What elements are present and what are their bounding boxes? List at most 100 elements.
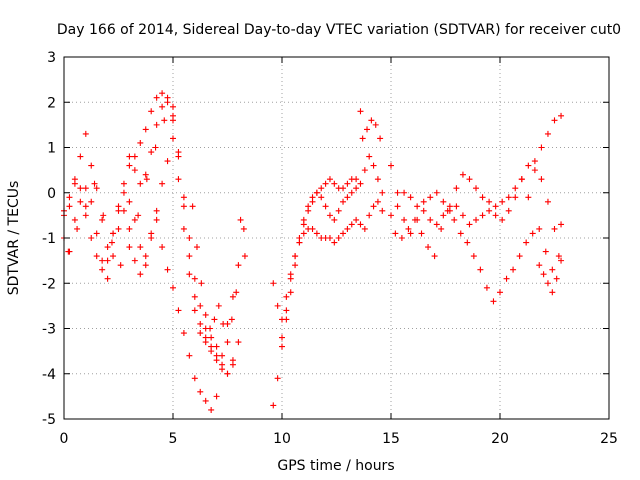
data-point-track-e-1	[274, 375, 281, 382]
data-point-track-h-23	[538, 144, 545, 151]
data-point-track-i-7	[433, 221, 440, 228]
data-point-track-c-19	[164, 266, 171, 273]
data-point-track-m-1	[193, 244, 200, 251]
data-point-track-f-23	[370, 162, 377, 169]
data-point-track-e-13	[326, 176, 333, 183]
data-point-track-e-22	[364, 126, 371, 133]
data-point-track-a-5	[88, 162, 95, 169]
data-point-track-i-18	[505, 207, 512, 214]
data-point-track-e-25	[377, 135, 384, 142]
data-point-track-g-7	[309, 225, 316, 232]
data-point-track-l-1	[74, 225, 81, 232]
data-point-track-j-15	[490, 298, 497, 305]
data-point-track-k-2	[544, 280, 551, 287]
data-point-track-c-24	[191, 375, 198, 382]
data-point-track-g-23	[379, 207, 386, 214]
data-point-track-c-3	[77, 185, 84, 192]
data-point-track-h-8	[440, 198, 447, 205]
data-point-track-e-14	[331, 180, 338, 187]
data-point-track-m-8	[224, 339, 231, 346]
data-point-track-a-11	[120, 180, 127, 187]
data-point-track-h-16	[492, 203, 499, 210]
data-point-track-k-4	[553, 275, 560, 282]
data-point-track-h-2	[401, 189, 408, 196]
data-point-track-h-5	[420, 198, 427, 205]
data-point-track-i-20	[518, 176, 525, 183]
data-point-track-d-12	[191, 275, 198, 282]
data-point-track-h-17	[499, 198, 506, 205]
data-point-track-g-22	[374, 198, 381, 205]
data-point-track-f-21	[361, 167, 368, 174]
data-point-track-e-16	[340, 185, 347, 192]
data-point-track-j-23	[542, 248, 549, 255]
data-point-track-h-19	[512, 185, 519, 192]
data-point-track-g-13	[335, 235, 342, 241]
data-point-track-b-26	[202, 339, 209, 346]
data-point-track-b-20	[170, 135, 176, 142]
data-point-track-h-10	[453, 185, 460, 192]
data-point-track-e-19	[353, 176, 360, 183]
data-point-track-b-32	[235, 262, 242, 269]
data-point-track-c-16	[148, 230, 155, 237]
data-point-track-j-24	[549, 266, 556, 273]
data-point-track-b-3	[77, 198, 84, 205]
data-point-track-b-23	[186, 271, 193, 278]
y-tick-label: -5	[42, 412, 56, 428]
data-point-track-d-16	[213, 343, 220, 350]
data-point-track-f-19	[353, 185, 360, 192]
data-point-track-i-13	[473, 216, 480, 223]
data-point-track-b-27	[208, 348, 215, 355]
data-point-track-b-9	[110, 253, 117, 260]
data-point-track-c-14	[137, 271, 144, 278]
data-point-track-d-4	[148, 149, 155, 156]
data-point-track-g-4	[296, 239, 303, 246]
data-point-track-c-27	[208, 406, 215, 413]
data-point-track-k-3	[549, 289, 556, 296]
data-point-track-m-9	[228, 316, 235, 323]
data-point-track-b-12	[126, 198, 133, 205]
data-point-track-a-6	[93, 185, 100, 192]
data-point-track-h-21	[525, 194, 532, 201]
data-point-track-d-10	[180, 194, 187, 201]
data-point-track-j-8	[444, 207, 451, 214]
data-point-track-g-5	[300, 230, 307, 237]
data-point-track-f-20	[357, 180, 364, 187]
data-point-track-f-9	[309, 194, 316, 201]
data-point-track-j-0	[392, 230, 399, 237]
data-point-track-l-9	[143, 176, 150, 183]
data-point-track-b-14	[137, 244, 144, 251]
data-point-track-i-24	[544, 198, 551, 205]
data-point-track-m-7	[220, 320, 227, 327]
y-tick-label: -2	[42, 276, 56, 292]
data-point-track-c-10	[115, 207, 122, 214]
data-point-track-a-17	[153, 94, 160, 101]
data-point-track-h-22	[531, 167, 538, 174]
data-point-track-i-15	[486, 207, 493, 214]
data-point-track-f-8	[305, 203, 312, 210]
data-point-track-i-11	[459, 212, 466, 219]
data-point-track-h-6	[427, 194, 434, 201]
data-point-track-m-5	[211, 316, 218, 323]
x-tick-label: 20	[491, 431, 509, 447]
data-point-track-a-12	[126, 162, 133, 169]
x-axis-label: GPS time / hours	[277, 458, 394, 474]
data-point-track-d-2	[137, 180, 144, 187]
data-point-track-g-8	[313, 230, 320, 237]
data-point-track-l-8	[135, 212, 142, 219]
data-point-track-a-32	[235, 339, 242, 346]
data-point-track-i-26	[558, 221, 565, 228]
data-point-track-b-4	[82, 185, 89, 192]
y-tick-label: 2	[47, 95, 56, 111]
data-point-track-b-33	[240, 225, 247, 232]
data-point-track-e-5	[292, 262, 299, 269]
data-point-track-d-3	[142, 171, 149, 178]
data-point-track-b-31	[229, 293, 236, 300]
data-point-track-h-24	[544, 130, 551, 137]
data-point-track-b-10	[115, 225, 122, 232]
data-point-track-i-19	[512, 194, 519, 201]
data-point-track-f-3	[283, 307, 290, 314]
data-point-track-c-8	[104, 257, 111, 264]
data-point-track-m-3	[202, 311, 209, 318]
data-point-track-e-11	[318, 185, 325, 192]
data-point-track-a-1	[66, 203, 73, 210]
